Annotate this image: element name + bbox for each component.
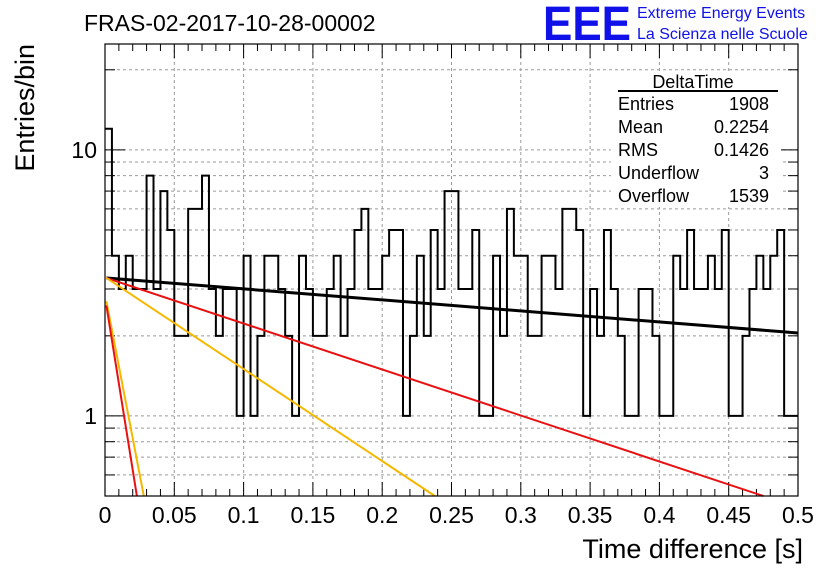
fit-curve (105, 305, 138, 497)
x-tick-label: 0.4 (643, 502, 675, 528)
stats-row-value: 0.1426 (714, 140, 769, 160)
stats-row-label: Mean (618, 117, 663, 137)
plot-title: FRAS-02-2017-10-28-00002 (84, 10, 376, 36)
stats-row-value: 0.2254 (714, 117, 769, 137)
stats-row-label: Underflow (618, 163, 700, 183)
x-tick-label: 0.15 (291, 502, 336, 528)
stats-row-value: 1539 (729, 186, 769, 206)
x-tick-label: 0.05 (152, 502, 197, 528)
x-tick-label: 0.45 (706, 502, 751, 528)
stats-box-title: DeltaTime (652, 72, 733, 92)
eee-logo: EEE (543, 0, 631, 51)
stats-row-value: 1908 (729, 94, 769, 114)
stats-box: DeltaTime Entries 1908 Mean 0.2254 RMS 0.1426… (611, 72, 781, 207)
x-tick-label: 0 (99, 502, 112, 528)
x-tick-label: 0.35 (568, 502, 613, 528)
x-tick-label: 0.5 (782, 502, 814, 528)
y-tick-label: 1 (84, 403, 97, 429)
fit-curve (105, 300, 145, 497)
brand-line-1: Extreme Energy Events (637, 5, 805, 22)
fit-curve (106, 276, 799, 335)
stats-row-label: RMS (618, 140, 658, 160)
stats-row-value: 3 (759, 163, 769, 183)
fit-curve (106, 277, 764, 497)
histogram (105, 127, 798, 417)
fit-curves (105, 276, 799, 497)
stats-box-background (611, 73, 781, 207)
histogram-step-line (105, 127, 798, 417)
axis-ticks (104, 44, 799, 497)
x-tick-label: 0.3 (505, 502, 537, 528)
y-axis-title: Entries/bin (10, 44, 40, 172)
x-tick-label: 0.25 (429, 502, 474, 528)
y-tick-label: 10 (71, 137, 97, 163)
x-tick-label: 0.1 (228, 502, 260, 528)
fit-curve (105, 277, 436, 497)
x-tick-label: 0.2 (366, 502, 398, 528)
x-tick-labels: 0 0.05 0.1 0.15 0.2 0.25 0.3 0.35 0.4 0.45 0.5 (99, 502, 814, 528)
plot-border (104, 43, 799, 497)
stats-row-label: Overflow (618, 186, 690, 206)
stats-rows: Entries 1908 Mean 0.2254 RMS 0.1426 Underflow 3… (618, 94, 769, 206)
stats-row-label: Entries (618, 94, 674, 114)
x-axis-title: Time difference [s] (582, 534, 803, 564)
brand-line-2: La Scienza nelle Scuole (637, 26, 808, 43)
y-tick-labels: 1 10 (71, 137, 97, 429)
